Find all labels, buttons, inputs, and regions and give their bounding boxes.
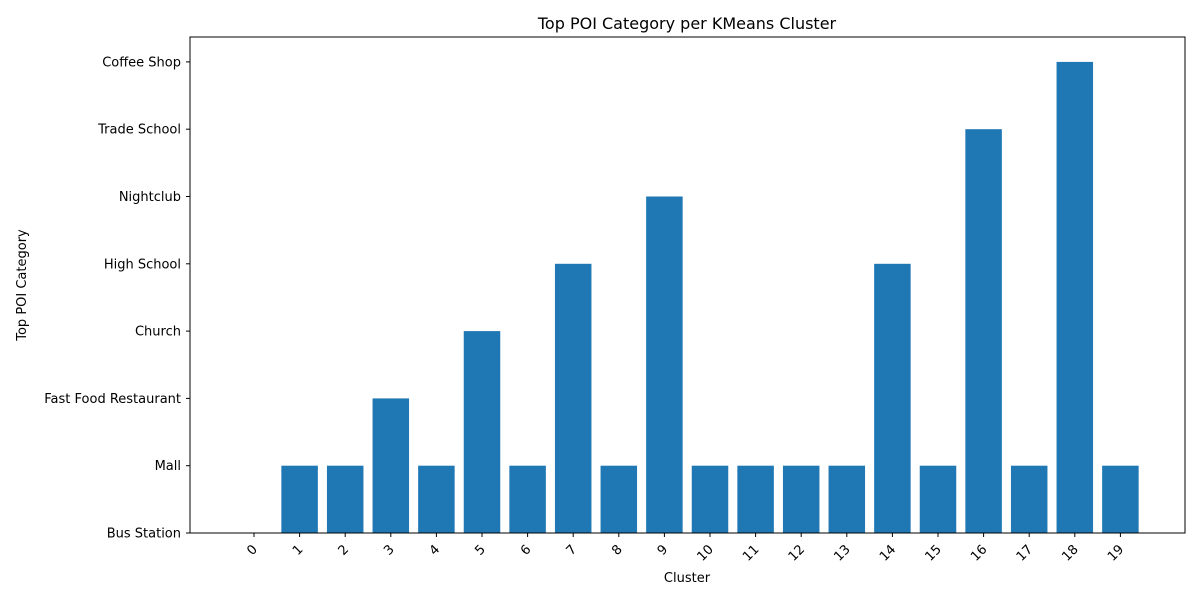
bar-cluster-19 (1102, 465, 1139, 533)
y-tick-label: Fast Food Restaurant (44, 392, 181, 407)
x-axis-ticks: 0 1 2 3 4 5 6 7 8 9 10 11 12 13 14 15 16 17 18 19 (244, 533, 1127, 565)
x-tick-label: 14 (877, 542, 899, 564)
y-axis-label: Top POI Category (15, 229, 30, 342)
x-tick-label: 9 (655, 542, 671, 558)
y-tick-label: Mall (155, 459, 181, 474)
bar-cluster-14 (874, 263, 911, 533)
bar-cluster-15 (919, 465, 957, 533)
x-tick-label: 10 (695, 542, 717, 564)
bar-cluster-5 (463, 331, 501, 533)
y-tick-label: Coffee Shop (102, 55, 181, 70)
x-tick-label: 12 (786, 542, 808, 564)
chart-title: Top POI Category per KMeans Cluster (537, 14, 837, 33)
x-tick-label: 16 (968, 542, 990, 564)
y-tick-label: Church (135, 325, 181, 340)
x-tick-label: 3 (381, 542, 397, 558)
bars-group (281, 61, 1139, 534)
y-tick-label: Bus Station (107, 527, 181, 542)
x-tick-label: 1 (290, 542, 306, 558)
x-tick-label: 6 (518, 542, 534, 558)
bar-cluster-9 (646, 196, 683, 533)
bar-cluster-13 (828, 465, 866, 533)
y-tick-label: Trade School (97, 123, 181, 138)
bar-cluster-2 (326, 465, 364, 533)
bar-cluster-4 (418, 465, 455, 533)
x-axis-label: Cluster (664, 571, 711, 586)
x-tick-label: 5 (472, 542, 488, 558)
x-tick-label: 8 (609, 542, 625, 558)
bar-cluster-6 (509, 465, 546, 533)
bar-cluster-11 (737, 465, 774, 533)
x-tick-label: 19 (1105, 542, 1127, 564)
bar-cluster-10 (691, 465, 729, 533)
bar-cluster-17 (1010, 465, 1048, 533)
bar-cluster-3 (372, 398, 410, 533)
bar-cluster-1 (281, 465, 318, 533)
y-tick-label: High School (104, 257, 181, 272)
bar-cluster-7 (554, 263, 592, 533)
bar-cluster-16 (965, 129, 1002, 533)
x-tick-label: 17 (1014, 542, 1036, 564)
x-tick-label: 0 (244, 542, 260, 558)
x-tick-label: 18 (1059, 542, 1081, 564)
x-tick-label: 4 (427, 542, 443, 558)
x-tick-label: 7 (564, 542, 580, 558)
plot-frame (189, 36, 1186, 534)
bar-cluster-8 (600, 465, 638, 533)
y-axis-ticks: Bus Station Mall Fast Food Restaurant Churc… (44, 55, 190, 542)
x-tick-label: 2 (336, 542, 352, 558)
bar-cluster-12 (782, 465, 820, 533)
x-tick-label: 11 (740, 542, 762, 564)
bar-cluster-18 (1056, 61, 1094, 534)
x-tick-label: 15 (923, 542, 945, 564)
x-tick-label: 13 (831, 542, 853, 564)
y-tick-label: Nightclub (119, 190, 181, 205)
